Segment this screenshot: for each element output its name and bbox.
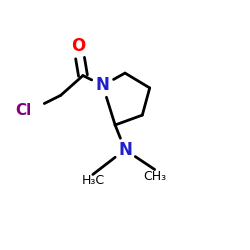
Text: CH₃: CH₃ — [143, 170, 166, 182]
Text: O: O — [71, 37, 85, 55]
Text: Cl: Cl — [15, 103, 31, 118]
Text: N: N — [96, 76, 110, 94]
Text: H₃C: H₃C — [81, 174, 104, 188]
Text: N: N — [118, 141, 132, 159]
